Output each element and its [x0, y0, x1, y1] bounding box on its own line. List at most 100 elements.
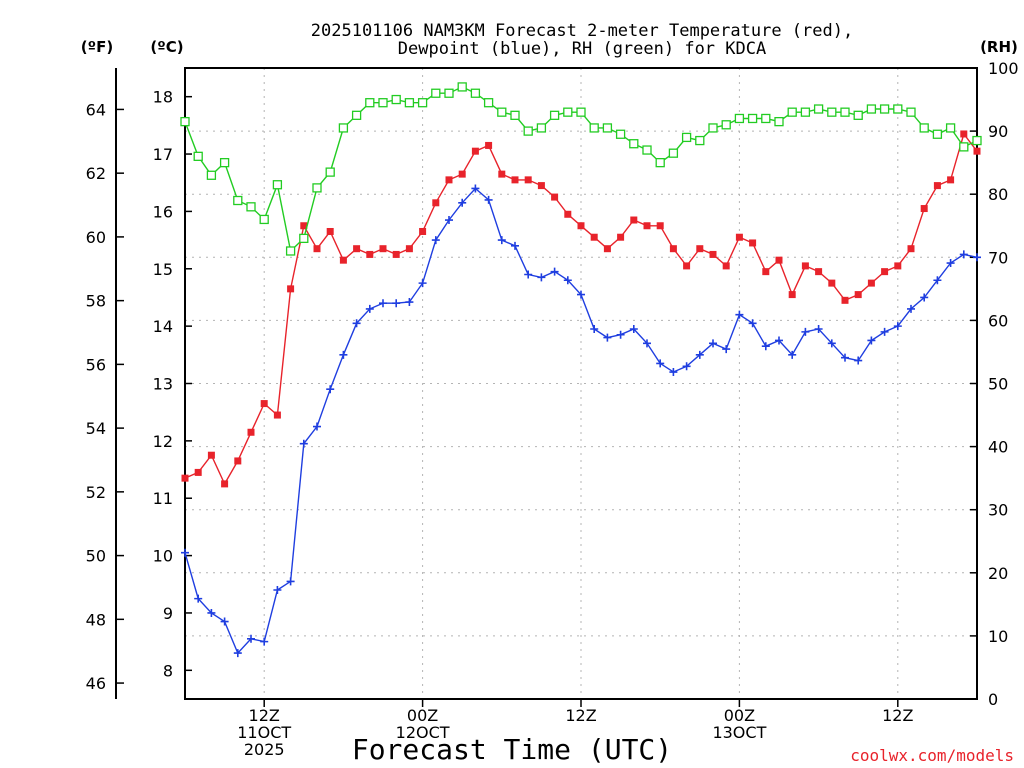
dewpoint-point [537, 273, 546, 282]
dewpoint-point [471, 184, 480, 193]
rh-point [510, 110, 520, 120]
rh-point [338, 123, 349, 133]
rh-point [325, 167, 335, 177]
rh-point [919, 123, 929, 133]
dewpoint-point [511, 241, 519, 250]
temp-point [683, 262, 691, 270]
temp-point [630, 216, 638, 224]
grid-lines [185, 68, 977, 699]
rh-point [602, 123, 613, 133]
celsius-tick-label: 16 [153, 202, 173, 221]
temp-point [788, 291, 796, 299]
rh-point [959, 142, 969, 152]
temp-point [696, 245, 704, 253]
temp-point [234, 457, 242, 465]
dewpoint-point [286, 577, 295, 586]
celsius-tick-label: 13 [153, 375, 173, 394]
temp-point [300, 222, 308, 230]
rh-point [365, 98, 375, 108]
temp-point [801, 262, 809, 270]
temp-point [353, 245, 361, 253]
temp-point [419, 227, 427, 235]
rh-point [285, 246, 296, 256]
dewpoint-point [563, 276, 572, 285]
unit-fahrenheit-label: (ºF) [81, 38, 113, 56]
rh-tick-label: 70 [988, 248, 1008, 267]
dewpoint-point [867, 336, 876, 345]
temp-point [194, 468, 202, 476]
dewpoint-point [669, 368, 678, 377]
temp-point [920, 205, 928, 213]
dewpoint-point [431, 236, 440, 245]
rh-point [893, 104, 903, 114]
celsius-tick-label: 10 [153, 547, 173, 566]
rh-point [404, 98, 415, 108]
rh-point [299, 233, 309, 244]
temp-point [379, 245, 387, 253]
rh-point [800, 107, 811, 117]
temp-point [207, 451, 215, 459]
dewpoint-point [643, 339, 651, 348]
dewpoint-point [695, 350, 704, 359]
celsius-tick-label: 14 [153, 317, 173, 336]
temp-point [458, 170, 466, 178]
dewpoint-point [524, 270, 533, 279]
rh-point [827, 107, 837, 117]
dewpoint-point [326, 385, 335, 394]
rh-point [932, 129, 943, 139]
temp-point [181, 474, 189, 482]
temp-point [339, 256, 347, 264]
dewpoint-point [629, 325, 638, 334]
rh-point [787, 107, 797, 117]
dewpoint-point [313, 422, 321, 431]
rh-tick-label: 50 [988, 375, 1008, 394]
rh-point [734, 113, 745, 124]
dewpoint-point [365, 304, 374, 313]
dewpoint-point [722, 345, 731, 354]
dewpoint-point [273, 586, 282, 595]
chart-title-line2: Dewpoint (blue), RH (green) for KDCA [398, 39, 766, 59]
rh-point [351, 110, 362, 120]
fahrenheit-tick-label: 64 [86, 100, 106, 119]
dewpoint-point [709, 339, 717, 348]
x-tick-label: 12Z [565, 706, 596, 725]
dewpoint-point [880, 327, 889, 336]
celsius-tick-label: 17 [153, 145, 173, 164]
x-tick-label: 2025 [244, 740, 285, 759]
rh-point [259, 214, 269, 225]
fahrenheit-tick-label: 56 [86, 355, 106, 374]
rh-point [747, 113, 758, 124]
temp-point [590, 233, 598, 241]
dewpoint-point [603, 333, 612, 342]
temp-point [498, 170, 506, 178]
temp-point [524, 176, 532, 184]
rh-point [523, 126, 533, 136]
dewpoint-point [392, 299, 401, 308]
rh-tick-label: 80 [988, 185, 1008, 204]
dewpoint-point [379, 299, 387, 308]
temp-point [471, 147, 479, 155]
rh-tick-label: 20 [988, 564, 1008, 583]
rh-point [549, 110, 560, 120]
rh-point [180, 116, 190, 127]
rh-tick-label: 60 [988, 311, 1008, 330]
dewpoint-point [907, 304, 915, 313]
data-series [180, 82, 982, 658]
celsius-tick-label: 8 [163, 661, 173, 680]
temp-point [577, 222, 585, 230]
rh-point [206, 170, 217, 180]
rh-tick-label: 90 [988, 122, 1008, 141]
fahrenheit-tick-label: 46 [86, 674, 106, 693]
chart-title: 2025101106 NAM3KM Forecast 2-meter Tempe… [311, 21, 853, 41]
unit-celsius-label: (ºC) [150, 38, 183, 56]
rh-point [536, 123, 547, 133]
fahrenheit-tick-label: 62 [86, 164, 106, 183]
rh-point [721, 120, 731, 130]
dewpoint-point [207, 608, 216, 617]
dewpoint-point [352, 319, 361, 328]
temp-point [722, 262, 730, 270]
x-tick-label: 12OCT [396, 723, 450, 742]
rh-point [629, 139, 639, 149]
dewpoint-point [339, 350, 348, 359]
